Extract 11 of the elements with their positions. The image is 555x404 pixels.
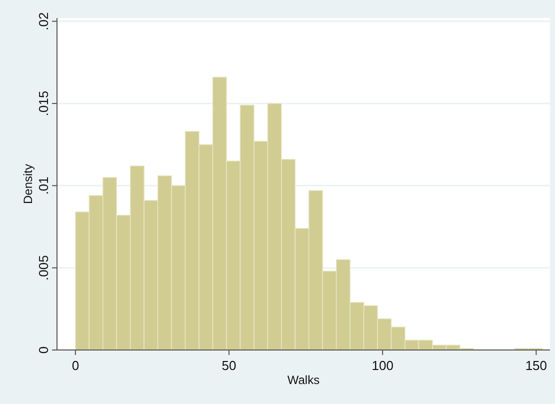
x-axis-title: Walks	[287, 373, 320, 387]
y-tick-label: .02	[36, 12, 51, 30]
y-tick-label: .015	[36, 90, 51, 116]
x-tick-label: 50	[222, 358, 236, 373]
y-tick-label: .005	[36, 255, 51, 280]
y-tick-label: 0	[36, 346, 51, 354]
y-tick-label: .01	[36, 176, 51, 195]
x-tick-label: 100	[372, 358, 394, 373]
x-tick-label: 0	[72, 358, 80, 373]
x-tick-label: 150	[525, 358, 548, 373]
y-axis-title: Density	[21, 164, 35, 204]
